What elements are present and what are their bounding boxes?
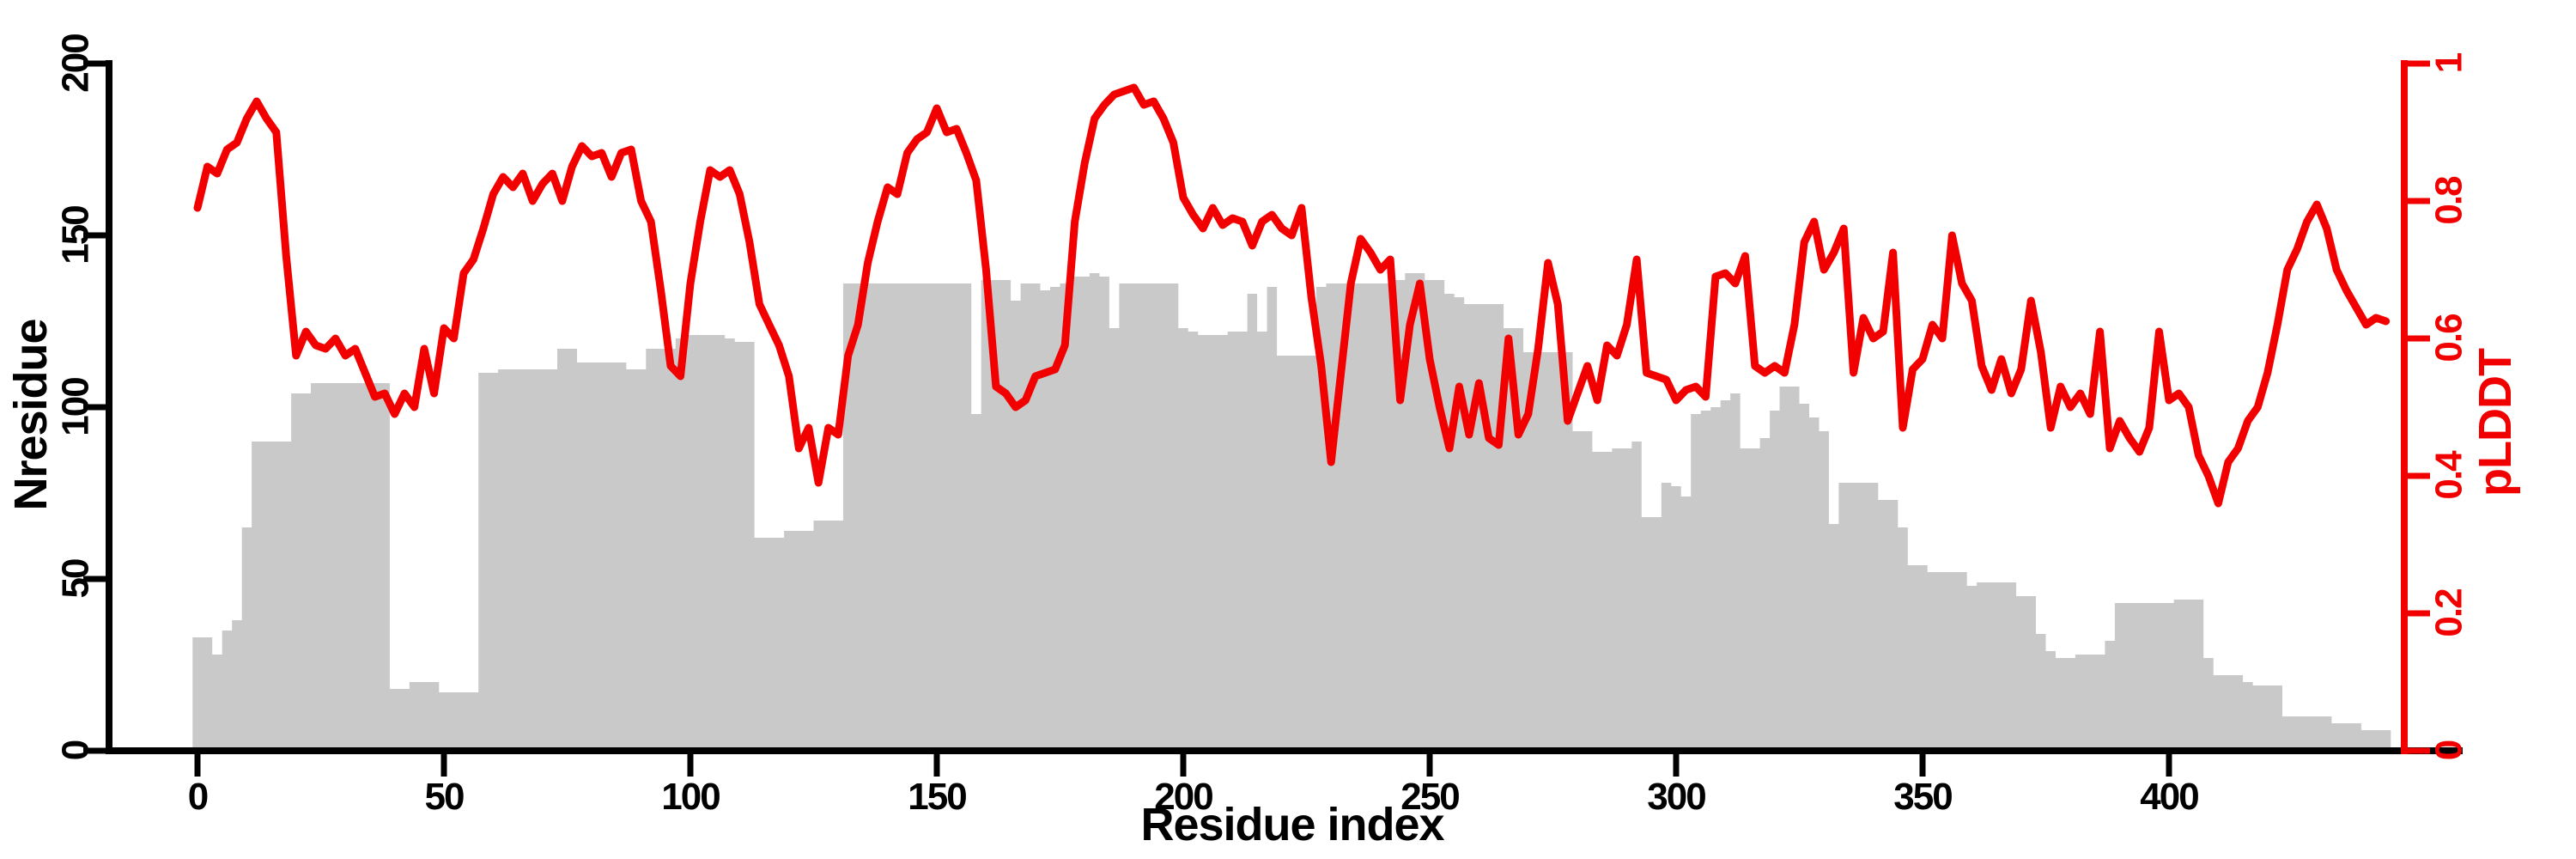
left-tick-label: 150 [55,206,97,265]
x-tick-label: 250 [1400,776,1459,818]
x-tick-label: 350 [1893,776,1952,818]
x-tick-label: 400 [2140,776,2198,818]
left-axis-title: Nresidue [5,319,57,511]
right-tick-label: 0.4 [2428,450,2470,500]
left-tick-label: 50 [55,559,97,598]
right-tick-label: 1 [2428,52,2470,73]
left-tick-label: 200 [55,34,97,93]
left-tick-label: 0 [55,740,97,760]
x-tick-label: 150 [908,776,966,818]
plddt-line [193,83,2391,508]
right-tick-label: 0.8 [2428,176,2470,225]
right-tick-label: 0.6 [2428,314,2470,362]
right-axis-title: pLDDT [2470,349,2521,497]
x-tick-label: 50 [425,776,464,818]
x-tick-label: 0 [188,776,208,818]
nresidue-bars [192,273,2391,751]
x-tick-label: 200 [1154,776,1212,818]
x-axis-title: Residue index [1140,799,1444,850]
right-tick-label: 0 [2428,740,2470,760]
x-tick-label: 100 [661,776,720,818]
left-tick-label: 100 [55,378,97,436]
x-tick-label: 300 [1647,776,1705,818]
right-tick-label: 0.2 [2428,589,2470,637]
